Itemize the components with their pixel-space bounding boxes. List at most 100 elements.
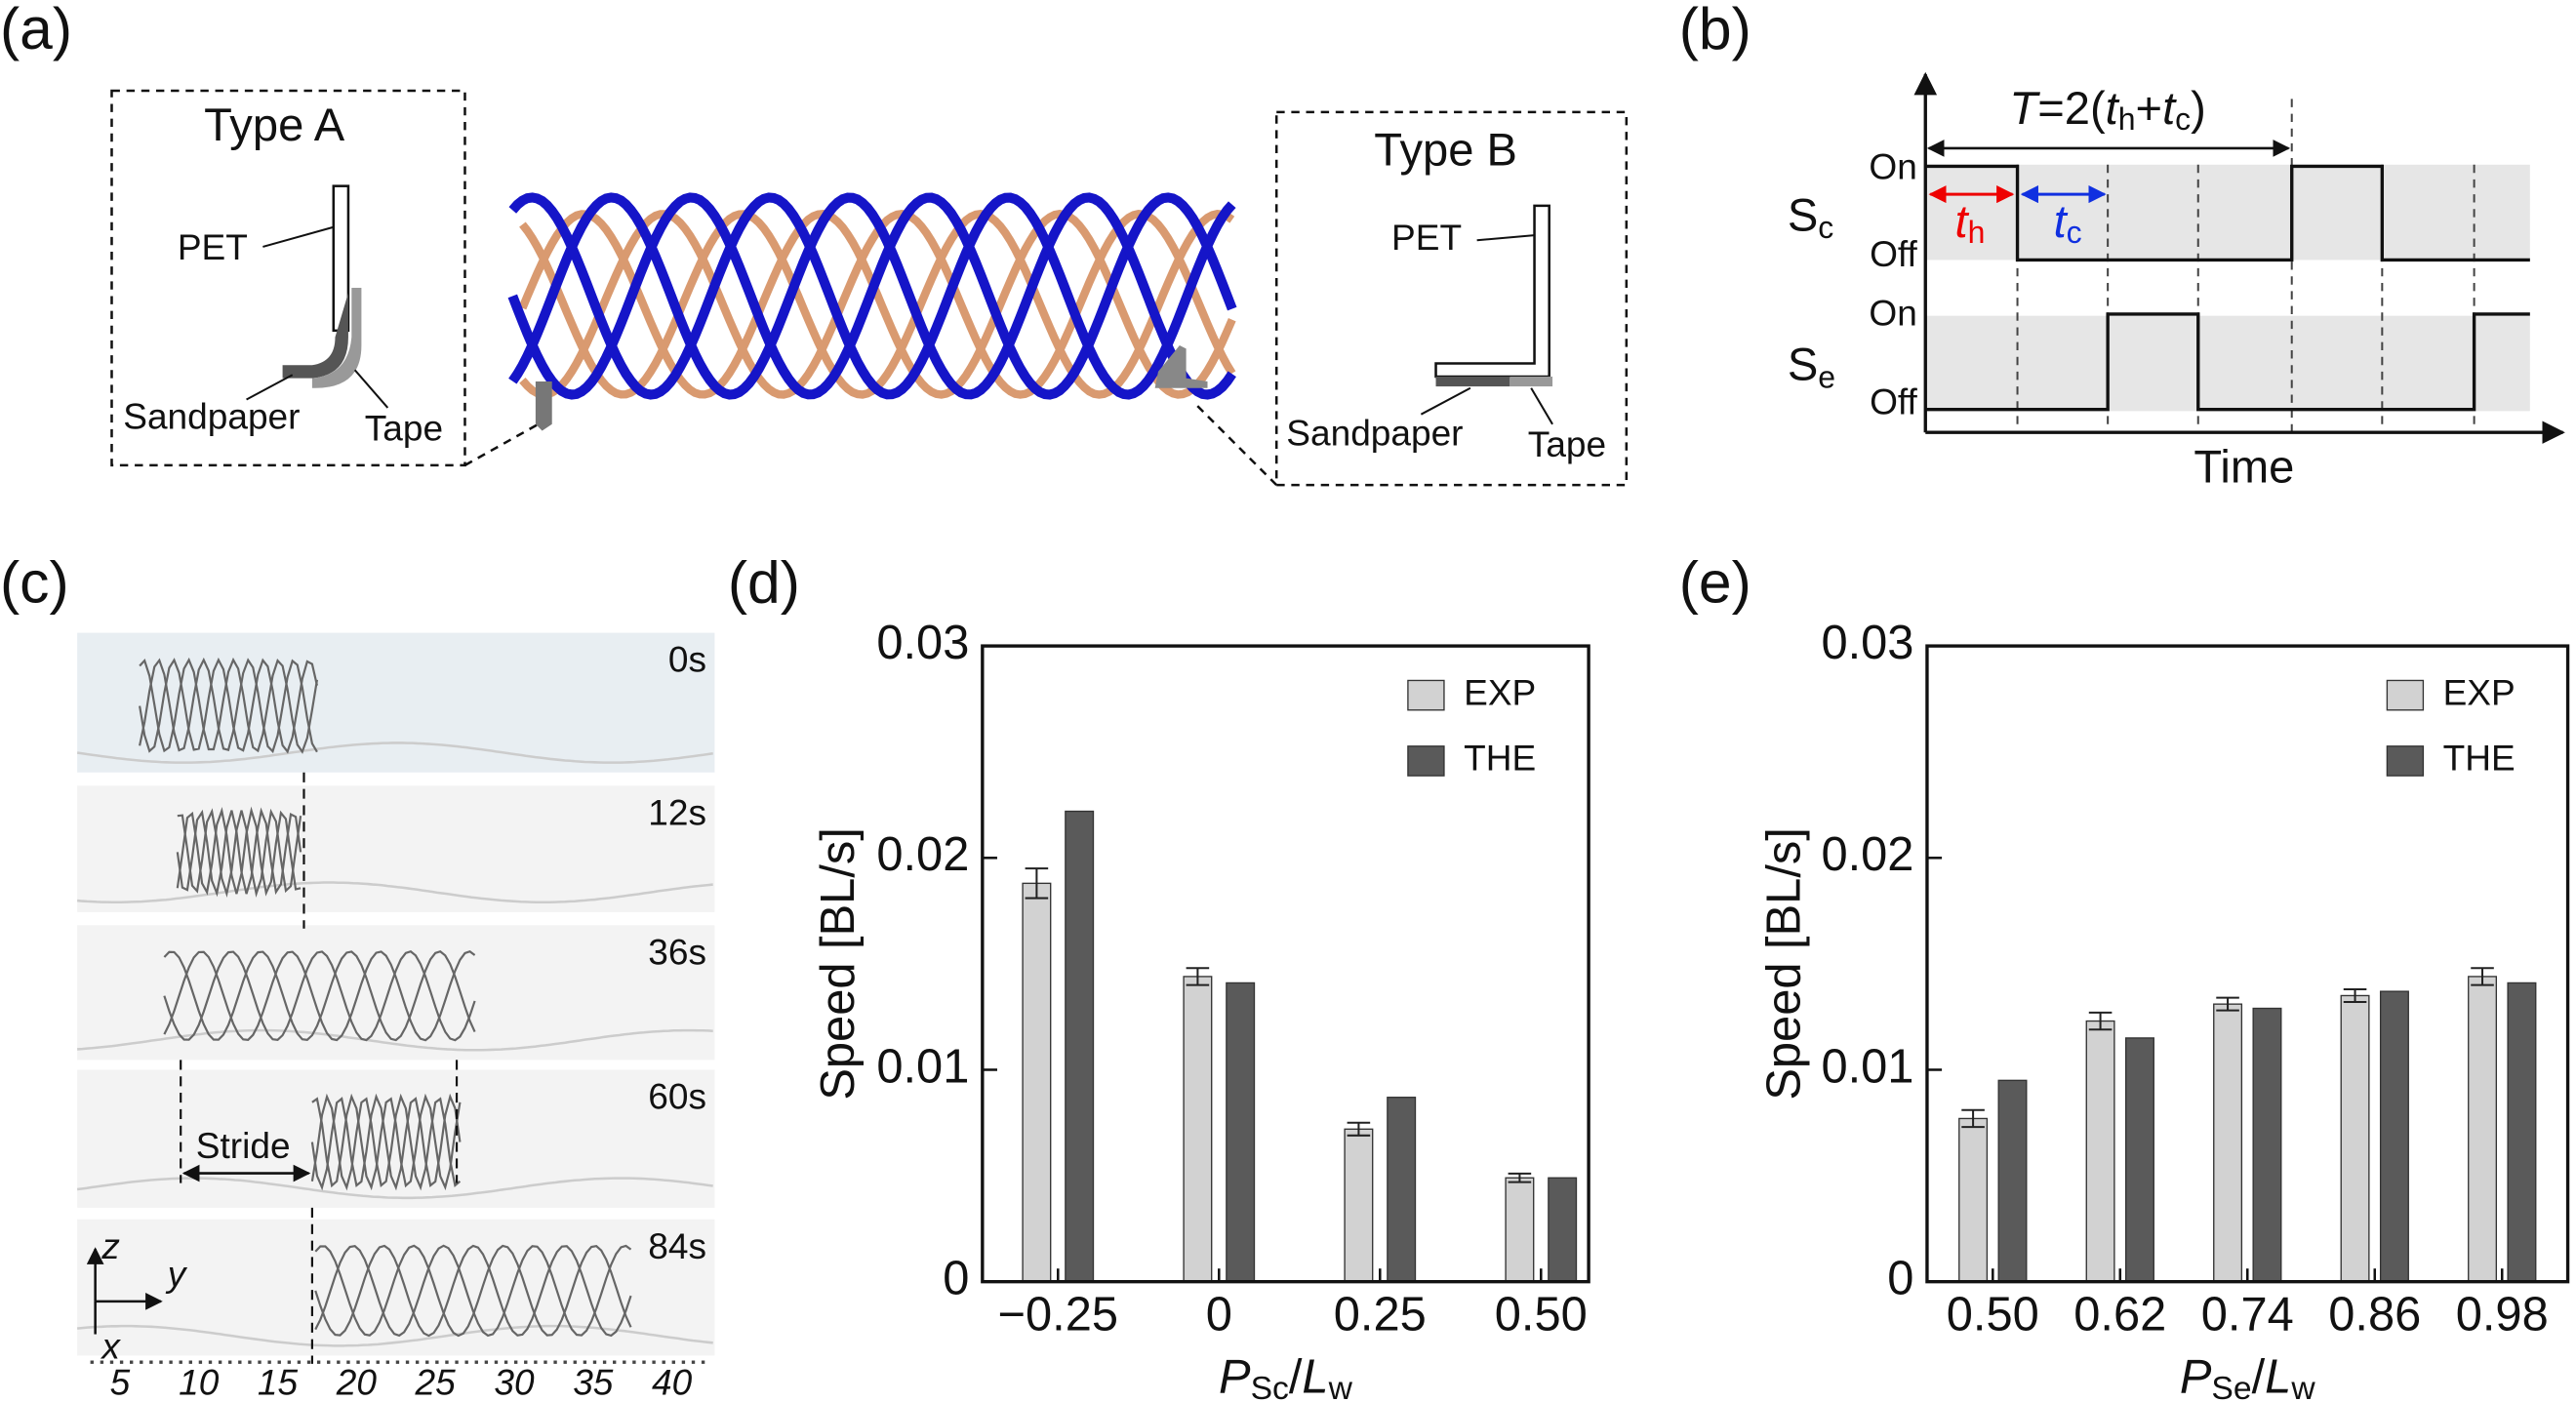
bar xyxy=(2085,1020,2115,1283)
panel-label: (e) xyxy=(1679,549,1751,616)
y-tick-label: 0.01 xyxy=(1821,1040,1913,1093)
inset-box xyxy=(1274,110,1629,487)
legend-label: THE xyxy=(1464,738,1536,779)
x-axis-label-part: Sc xyxy=(1251,1371,1289,1402)
helix-strand xyxy=(508,192,1236,400)
leader xyxy=(1193,402,1278,486)
y-axis-label: Speed [BL/s] xyxy=(812,827,865,1101)
x-axis-label: PSc/Lw xyxy=(1219,1351,1353,1402)
ruler-label: 30 xyxy=(494,1362,535,1402)
x-tick-label: 0.86 xyxy=(2328,1289,2421,1342)
x-tick-label: 0.62 xyxy=(2073,1289,2166,1342)
bar xyxy=(1548,1177,1578,1283)
error-bar xyxy=(2471,967,2494,986)
bar xyxy=(1226,981,1256,1283)
bar xyxy=(2213,1003,2243,1283)
photo xyxy=(77,632,715,773)
leader xyxy=(1476,234,1535,242)
bar xyxy=(2125,1037,2154,1283)
x-tick-label: 0.50 xyxy=(1947,1289,2039,1342)
axis-label: z xyxy=(101,1225,120,1266)
legend-swatch xyxy=(1407,679,1445,711)
on-label: On xyxy=(1869,292,1916,333)
ruler-label: 5 xyxy=(110,1362,131,1402)
leader xyxy=(1530,387,1553,425)
inset-title: Type B xyxy=(1374,123,1517,175)
ruler-label: 35 xyxy=(573,1362,614,1402)
time-label: Time xyxy=(2194,440,2294,492)
panel-a: Type A PET Sandpaper Tape Type B PET San… xyxy=(110,89,1629,487)
period-label: T=2(th+tc) xyxy=(2009,82,2205,137)
robot xyxy=(176,807,302,898)
bar xyxy=(1505,1177,1535,1283)
error-bar xyxy=(1347,1121,1371,1137)
error-bar xyxy=(2216,996,2239,1012)
leader xyxy=(262,225,335,248)
leader xyxy=(353,369,389,409)
bar xyxy=(1997,1079,2028,1283)
tc-label: tc xyxy=(2054,196,2082,251)
robot xyxy=(139,657,318,754)
bar xyxy=(1344,1128,1374,1283)
plot-frame xyxy=(981,644,1590,1284)
robot xyxy=(311,1093,462,1191)
on-label: On xyxy=(1869,146,1916,187)
x-axis-label: PSe/Lw xyxy=(2180,1351,2315,1402)
y-tick-label: 0 xyxy=(1887,1253,1913,1305)
robot xyxy=(314,1244,632,1338)
error-bar xyxy=(1025,867,1049,900)
track xyxy=(77,1028,713,1052)
stride-label: Stride xyxy=(196,1125,291,1166)
bar xyxy=(2252,1007,2282,1283)
sandpaper xyxy=(1435,376,1510,387)
bar xyxy=(2468,976,2498,1283)
time-label: 84s xyxy=(648,1225,706,1266)
robot xyxy=(139,657,319,754)
y-tick-label: 0.02 xyxy=(876,828,969,881)
legend-label: EXP xyxy=(2443,671,2516,712)
error-bar xyxy=(1186,967,1210,986)
x-axis-label-part: P xyxy=(2180,1351,2212,1402)
y-tick-label: 0.03 xyxy=(1821,617,1913,669)
signal-sc xyxy=(1925,164,2530,262)
off-label: Off xyxy=(1870,233,1917,274)
ruler-label: 10 xyxy=(179,1362,220,1402)
ruler-label: 40 xyxy=(652,1362,693,1402)
robot xyxy=(163,950,476,1042)
x-tick-label: −0.25 xyxy=(998,1289,1119,1342)
band xyxy=(1925,164,2530,260)
bar xyxy=(1958,1117,1989,1283)
panel-label: (d) xyxy=(728,549,800,616)
panel-label: (b) xyxy=(1679,0,1751,61)
leader xyxy=(246,374,294,401)
axis-label: y xyxy=(165,1253,188,1294)
error-bar xyxy=(1961,1108,1985,1129)
x-axis-label-part: / xyxy=(1289,1351,1303,1402)
bar xyxy=(1022,882,1052,1283)
th-label: th xyxy=(1955,196,1986,251)
label: PET xyxy=(178,226,248,267)
signal-se xyxy=(1925,312,2530,412)
legend-swatch xyxy=(2386,745,2425,777)
legend-label: THE xyxy=(2443,738,2516,779)
x-axis-label-part: P xyxy=(1219,1351,1251,1402)
panel-label: (c) xyxy=(0,549,69,616)
y-tick-label: 0.03 xyxy=(876,617,969,669)
y-tick-label: 0 xyxy=(943,1253,969,1305)
x-tick-label: 0.98 xyxy=(2456,1289,2549,1342)
track xyxy=(77,1324,713,1347)
track xyxy=(77,881,713,904)
label: Tape xyxy=(1528,423,1606,464)
x-axis-label-part: Se xyxy=(2211,1371,2251,1402)
charts: −0.25 0 0.25 0.50 0 0.01 0.02 0.03 Speed [BL/s] P… xyxy=(812,617,2570,1402)
x-axis-label-part: w xyxy=(1328,1371,1353,1402)
x-tick-label: 0.25 xyxy=(1334,1289,1427,1342)
helix-strand xyxy=(508,192,1236,400)
sandpaper xyxy=(282,293,348,379)
error-bar xyxy=(1508,1172,1532,1183)
y-tick-label: 0.01 xyxy=(876,1040,969,1093)
robot xyxy=(177,808,302,899)
time-label: 12s xyxy=(648,791,706,832)
axis-label: x xyxy=(100,1325,121,1366)
